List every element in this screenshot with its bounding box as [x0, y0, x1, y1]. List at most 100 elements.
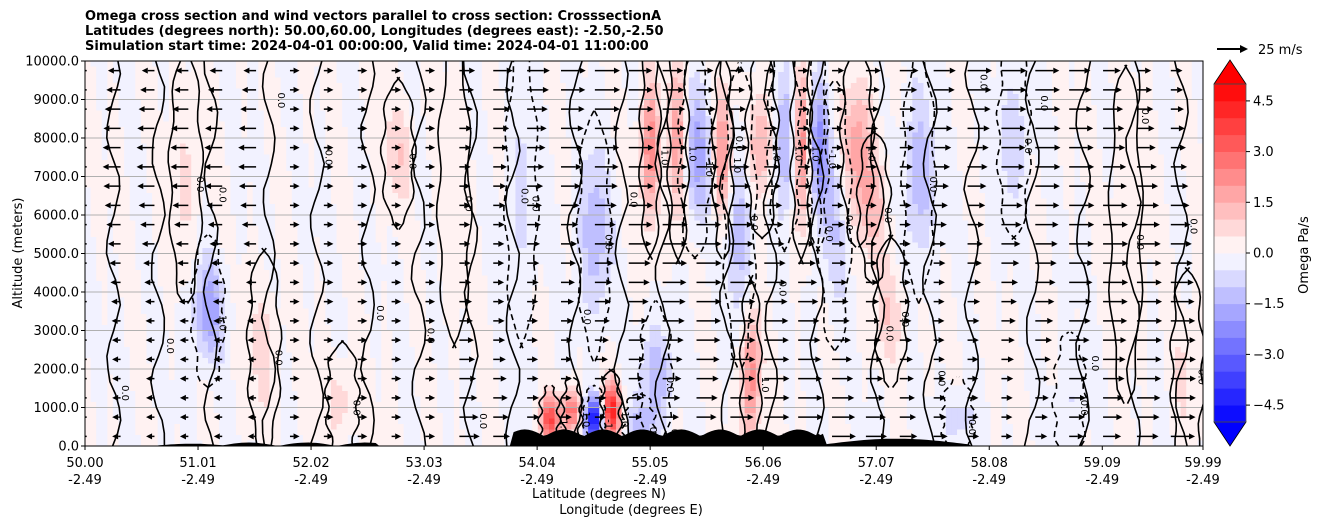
field-cell	[263, 193, 271, 200]
field-cell	[850, 193, 858, 200]
field-cell	[968, 154, 975, 161]
field-cell	[889, 94, 897, 101]
field-cell	[906, 121, 913, 128]
chart-title-line-1: Omega cross section and wind vectors par…	[85, 9, 662, 24]
field-cell	[1169, 72, 1176, 79]
field-cell	[325, 99, 332, 106]
field-cell	[364, 193, 371, 200]
field-cell	[750, 187, 757, 194]
field-cell	[1119, 160, 1126, 167]
field-cell	[755, 143, 762, 150]
field-cell	[498, 99, 505, 106]
field-cell	[470, 121, 477, 128]
field-cell	[476, 132, 483, 139]
field-cell	[621, 99, 628, 106]
field-cell	[889, 138, 897, 145]
field-cell	[862, 121, 869, 128]
field-cell	[1018, 176, 1025, 183]
field-cell	[990, 176, 997, 183]
field-cell	[979, 116, 986, 123]
field-cell	[923, 154, 930, 161]
field-cell	[1135, 165, 1143, 172]
field-cell	[565, 154, 572, 161]
field-cell	[442, 127, 449, 134]
field-cell	[671, 61, 679, 68]
field-cell	[917, 171, 925, 178]
field-cell	[766, 110, 774, 117]
field-cell	[750, 127, 757, 134]
field-cell	[403, 99, 410, 106]
field-cell	[1175, 94, 1182, 101]
field-cell	[739, 171, 746, 178]
field-cell	[694, 110, 701, 117]
field-cell	[588, 165, 595, 172]
field-cell	[174, 143, 181, 150]
field-cell	[934, 116, 941, 123]
field-cell	[940, 77, 947, 84]
field-cell	[666, 143, 673, 150]
field-cell	[1152, 165, 1159, 172]
field-cell	[817, 160, 824, 167]
field-cell	[493, 105, 500, 112]
field-cell	[744, 72, 751, 79]
field-cell	[1152, 171, 1159, 178]
field-cell	[532, 143, 539, 150]
field-cell	[152, 72, 159, 79]
field-cell	[386, 182, 394, 189]
field-cell	[839, 154, 846, 161]
field-cell	[632, 160, 640, 167]
field-cell	[498, 187, 505, 194]
field-cell	[308, 127, 315, 134]
field-cell	[711, 61, 718, 68]
field-cell	[850, 132, 858, 139]
field-cell	[453, 66, 461, 73]
field-cell	[839, 127, 846, 134]
field-cell	[1163, 94, 1171, 101]
field-cell	[817, 165, 824, 172]
field-cell	[616, 138, 623, 145]
field-cell	[504, 165, 511, 172]
field-cell	[481, 127, 489, 134]
field-cell	[677, 99, 684, 106]
field-cell	[839, 171, 846, 178]
field-cell	[1024, 193, 1031, 200]
field-cell	[476, 116, 483, 123]
field-cell	[146, 66, 153, 73]
field-cell	[448, 138, 455, 145]
field-cell	[1186, 171, 1193, 178]
field-cell	[979, 143, 986, 150]
field-cell	[230, 127, 237, 134]
field-cell	[403, 154, 410, 161]
field-cell	[314, 116, 321, 123]
field-cell	[235, 66, 243, 73]
field-cell	[263, 99, 271, 106]
field-cell	[1091, 171, 1098, 178]
field-cell	[498, 61, 505, 68]
field-cell	[219, 72, 226, 79]
field-cell	[604, 83, 612, 90]
field-cell	[319, 94, 326, 101]
field-cell	[957, 72, 964, 79]
field-cell	[191, 160, 198, 167]
field-cell	[453, 132, 461, 139]
field-cell	[604, 94, 612, 101]
field-cell	[962, 110, 969, 117]
field-cell	[632, 154, 640, 161]
field-cell	[342, 143, 349, 150]
field-cell	[185, 176, 192, 183]
field-cell	[504, 143, 511, 150]
field-cell	[241, 72, 248, 79]
field-cell	[616, 187, 623, 194]
field-cell	[330, 193, 338, 200]
field-cell	[1124, 121, 1131, 128]
field-cell	[107, 171, 114, 178]
field-cell	[364, 83, 371, 90]
field-cell	[85, 105, 92, 112]
field-cell	[1158, 182, 1165, 189]
field-cell	[660, 110, 667, 117]
field-cell	[1091, 182, 1098, 189]
field-cell	[694, 187, 701, 194]
field-cell	[448, 88, 455, 95]
field-cell	[241, 160, 248, 167]
field-cell	[923, 116, 930, 123]
